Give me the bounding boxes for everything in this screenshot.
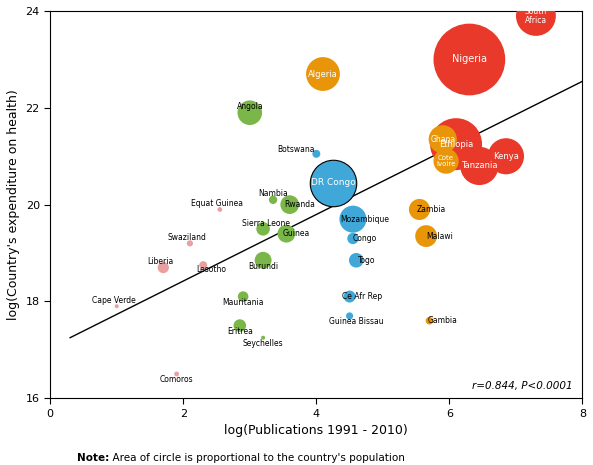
Point bbox=[441, 157, 451, 165]
Point bbox=[422, 232, 431, 240]
Point bbox=[531, 12, 541, 20]
Point bbox=[415, 206, 424, 213]
Text: Guinea Bissau: Guinea Bissau bbox=[329, 317, 384, 326]
Text: Swaziland: Swaziland bbox=[167, 233, 206, 242]
Point bbox=[259, 225, 268, 232]
Point bbox=[348, 235, 358, 242]
X-axis label: log(Publications 1991 - 2010): log(Publications 1991 - 2010) bbox=[225, 424, 408, 437]
Text: Tanzania: Tanzania bbox=[461, 161, 498, 171]
Text: Burundi: Burundi bbox=[248, 262, 278, 271]
Point bbox=[465, 56, 474, 63]
Point bbox=[112, 303, 122, 310]
Point bbox=[235, 322, 244, 329]
Point bbox=[199, 261, 208, 269]
Text: Note:: Note: bbox=[77, 452, 109, 463]
Text: Sierra Leone: Sierra Leone bbox=[243, 219, 291, 227]
Point bbox=[451, 140, 461, 148]
Text: Ethiopia: Ethiopia bbox=[439, 140, 473, 149]
Text: Comoros: Comoros bbox=[160, 375, 193, 384]
Point bbox=[474, 162, 484, 170]
Point bbox=[259, 334, 268, 341]
Text: Kenya: Kenya bbox=[493, 152, 519, 161]
Point bbox=[215, 206, 225, 213]
Text: Guinea: Guinea bbox=[283, 229, 310, 238]
Point bbox=[438, 136, 448, 143]
Text: Botswana: Botswana bbox=[278, 145, 315, 153]
Point bbox=[328, 179, 337, 186]
Text: Malawi: Malawi bbox=[426, 232, 453, 240]
Point bbox=[185, 239, 195, 247]
Text: r=0.844, P<0.0001: r=0.844, P<0.0001 bbox=[472, 381, 572, 391]
Point bbox=[282, 230, 291, 238]
Text: Seychelles: Seychelles bbox=[243, 339, 283, 348]
Point bbox=[285, 201, 295, 208]
Text: Algeria: Algeria bbox=[308, 69, 338, 79]
Point bbox=[318, 70, 328, 78]
Point bbox=[345, 312, 355, 319]
Point bbox=[501, 153, 511, 160]
Text: Nigeria: Nigeria bbox=[452, 54, 487, 65]
Text: Cote
Ivoire: Cote Ivoire bbox=[436, 155, 456, 167]
Point bbox=[259, 257, 268, 264]
Point bbox=[425, 317, 434, 325]
Point bbox=[311, 150, 321, 158]
Text: Zambia: Zambia bbox=[417, 205, 446, 214]
Text: South
Africa: South Africa bbox=[525, 7, 547, 25]
Text: Togo: Togo bbox=[358, 256, 375, 265]
Text: DR Congo: DR Congo bbox=[311, 179, 355, 187]
Text: Gambia: Gambia bbox=[428, 316, 458, 325]
Point bbox=[172, 370, 181, 378]
Point bbox=[345, 293, 355, 300]
Point bbox=[269, 196, 278, 204]
Text: Eritrea: Eritrea bbox=[227, 327, 253, 336]
Text: Angola: Angola bbox=[237, 102, 263, 112]
Text: Congo: Congo bbox=[353, 234, 377, 243]
Text: Mauritania: Mauritania bbox=[222, 298, 264, 307]
Text: Lesotho: Lesotho bbox=[196, 266, 226, 274]
Point bbox=[352, 257, 361, 264]
Point bbox=[238, 293, 248, 300]
Text: Liberia: Liberia bbox=[147, 257, 173, 266]
Text: Rwanda: Rwanda bbox=[284, 200, 315, 209]
Y-axis label: log(Country's expenditure on health): log(Country's expenditure on health) bbox=[7, 89, 20, 320]
Point bbox=[245, 109, 254, 116]
Text: Equat Guinea: Equat Guinea bbox=[190, 199, 243, 208]
Text: Ghana: Ghana bbox=[430, 135, 455, 144]
Text: Area of circle is proportional to the country's population: Area of circle is proportional to the co… bbox=[106, 452, 404, 463]
Point bbox=[348, 215, 358, 223]
Text: Ce Afr Rep: Ce Afr Rep bbox=[342, 292, 382, 301]
Text: Nambia: Nambia bbox=[258, 190, 288, 199]
Point bbox=[158, 264, 168, 271]
Text: Cape Verde: Cape Verde bbox=[91, 296, 135, 305]
Text: Mozambique: Mozambique bbox=[340, 215, 390, 224]
